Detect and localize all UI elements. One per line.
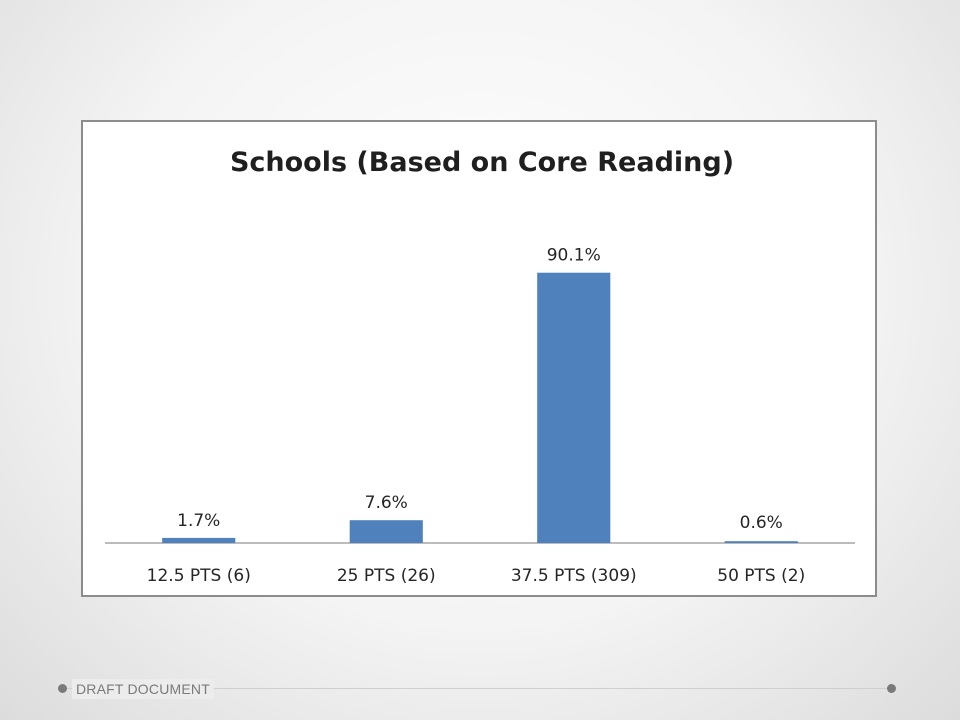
footer-right-dot [887, 684, 896, 693]
bars-group [162, 272, 798, 543]
chart-title: Schools (Based on Core Reading) [230, 147, 734, 178]
chart-frame: Schools (Based on Core Reading) 1.7% 7.6%… [81, 120, 877, 597]
data-label-4: 0.6% [740, 513, 783, 533]
footer-left-dot [58, 684, 67, 693]
data-label-2: 7.6% [365, 493, 408, 513]
bar-3 [537, 272, 611, 543]
x-tick-label-1: 12.5 PTS (6) [147, 566, 251, 586]
tick-labels-group: 12.5 PTS (6) 25 PTS (26) 37.5 PTS (309) 50 … [147, 566, 806, 586]
data-label-1: 1.7% [177, 511, 220, 531]
footer-bar: DRAFT DOCUMENT [58, 679, 896, 699]
x-tick-label-3: 37.5 PTS (309) [511, 566, 637, 586]
footer-label: DRAFT DOCUMENT [72, 679, 214, 699]
x-tick-label-2: 25 PTS (26) [337, 566, 436, 586]
x-tick-label-4: 50 PTS (2) [717, 566, 805, 586]
data-labels-group: 1.7% 7.6% 90.1% 0.6% [177, 246, 783, 533]
bar-chart: Schools (Based on Core Reading) 1.7% 7.6%… [105, 147, 855, 586]
footer-divider [64, 688, 890, 689]
bar-2 [349, 520, 423, 543]
bar-1 [162, 537, 236, 543]
bar-4 [724, 541, 798, 543]
data-label-3: 90.1% [547, 246, 601, 266]
